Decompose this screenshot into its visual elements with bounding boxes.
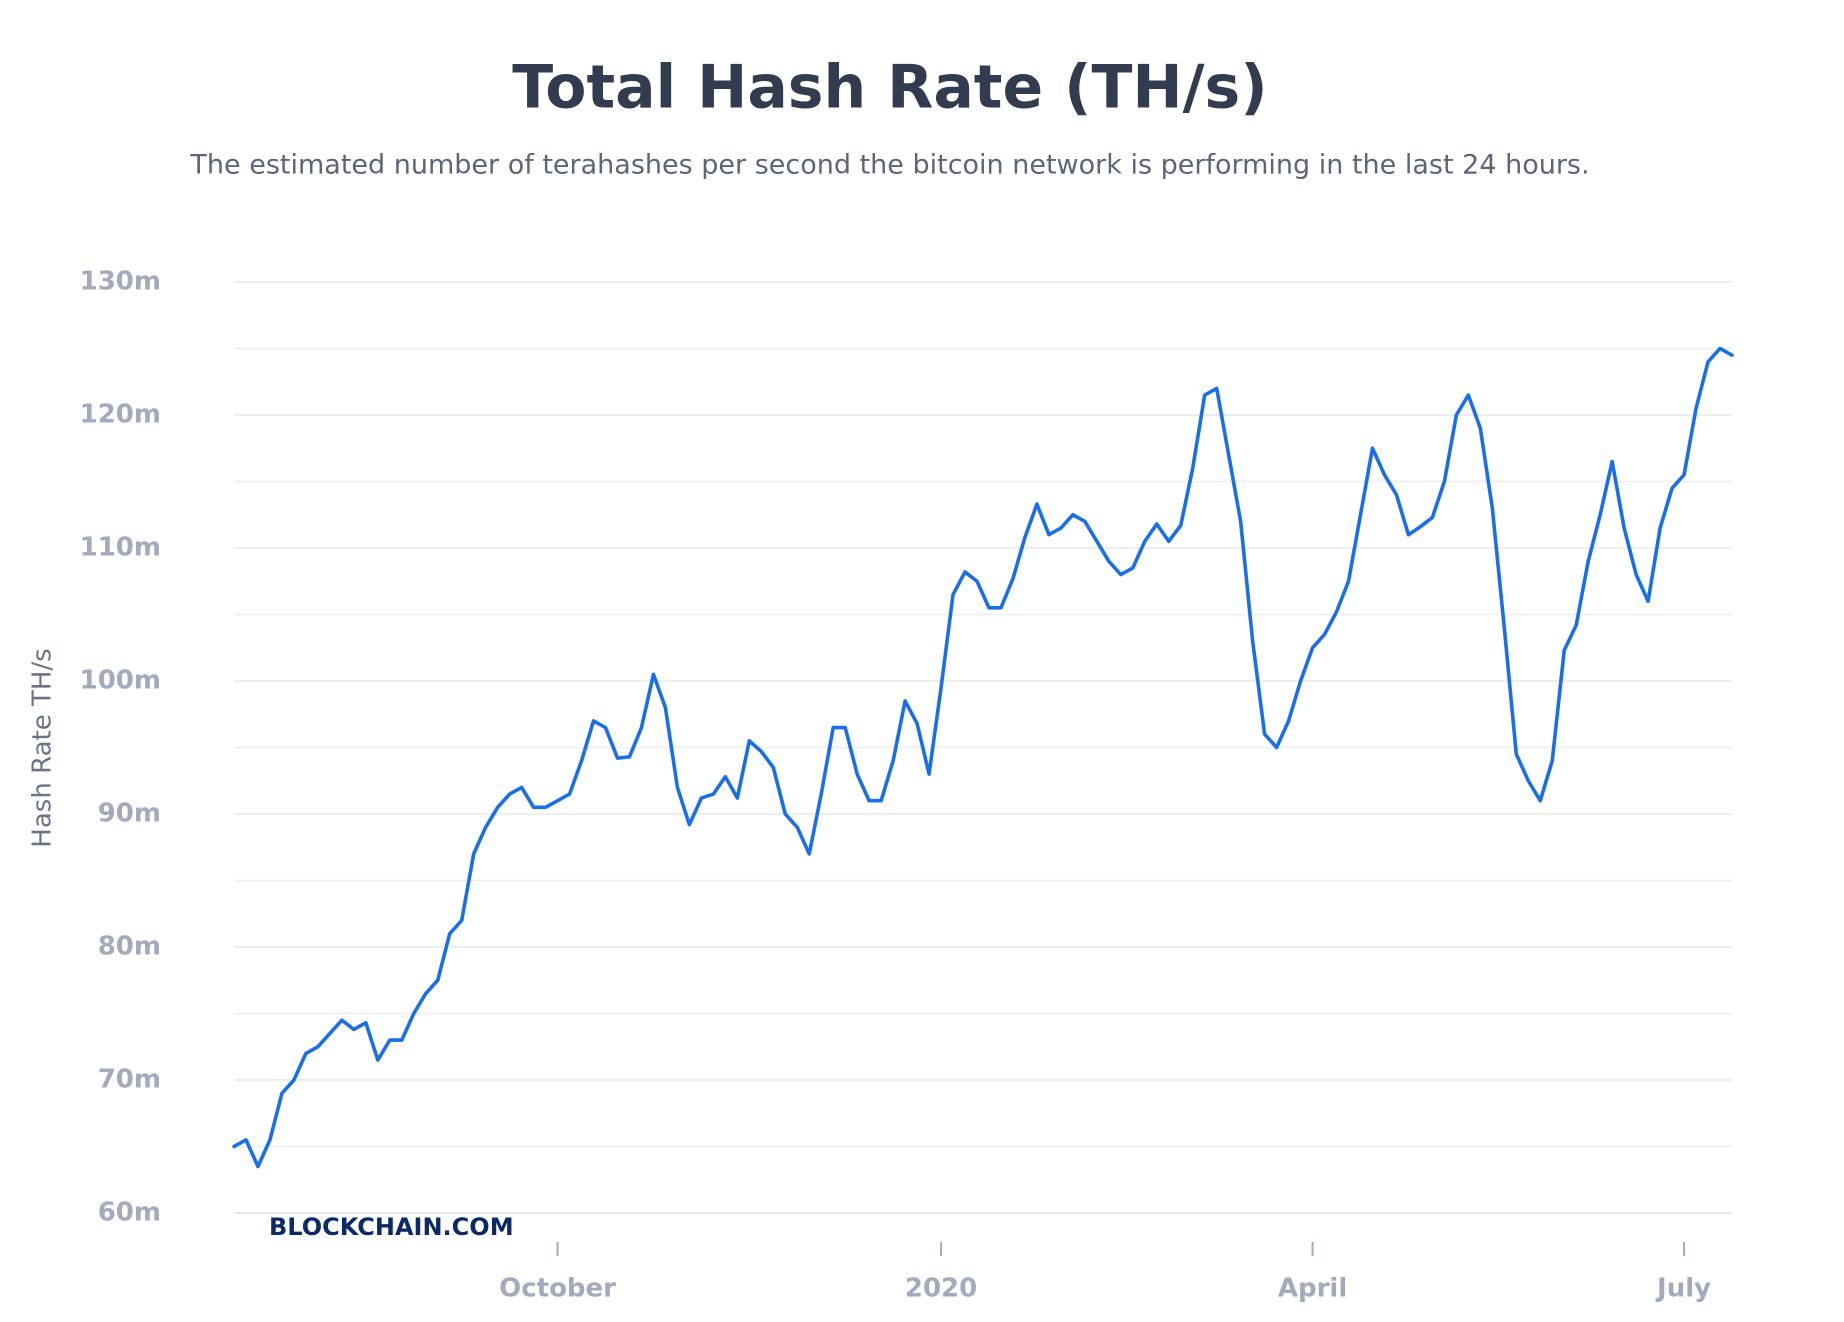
y-tick-label: 60m bbox=[98, 1198, 161, 1228]
x-tick-label: April bbox=[1278, 1274, 1347, 1304]
x-tick-label: July bbox=[1655, 1274, 1711, 1304]
y-tick-label: 80m bbox=[98, 932, 161, 962]
x-tick-label: 2020 bbox=[905, 1274, 977, 1304]
y-tick-label: 130m bbox=[80, 267, 161, 297]
data-line bbox=[232, 346, 1734, 1169]
y-tick-label: 120m bbox=[80, 400, 161, 430]
y-tick-label: 90m bbox=[98, 799, 161, 829]
watermark: BLOCKCHAIN.COM bbox=[269, 1213, 514, 1241]
y-tick-label: 110m bbox=[80, 533, 161, 563]
x-tick-label: October bbox=[499, 1274, 616, 1304]
y-axis-label: Hash Rate TH/s bbox=[28, 648, 58, 847]
chart-title: Total Hash Rate (TH/s) bbox=[512, 53, 1267, 123]
chart-subtitle: The estimated number of terahashes per s… bbox=[189, 150, 1589, 181]
grid bbox=[234, 281, 1732, 1214]
y-tick-label: 100m bbox=[80, 666, 161, 696]
y-tick-label: 70m bbox=[98, 1065, 161, 1095]
